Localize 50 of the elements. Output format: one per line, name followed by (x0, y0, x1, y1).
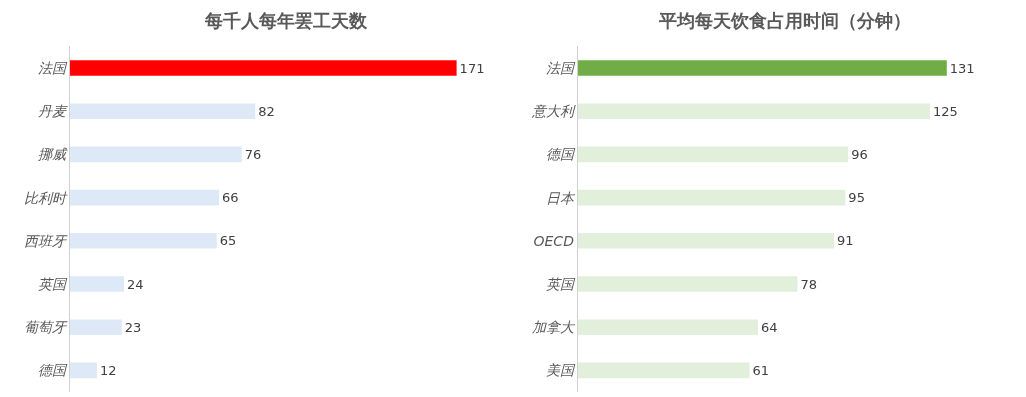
data-label: 65 (219, 233, 237, 249)
data-label: 76 (244, 146, 262, 162)
bar (577, 189, 846, 206)
data-label: 12 (99, 362, 117, 378)
y-tick-label: 德国 (545, 146, 576, 163)
y-tick-label: 比利时 (23, 189, 68, 206)
data-label: 95 (848, 190, 865, 206)
bar (577, 146, 849, 163)
bar (69, 189, 220, 206)
y-tick-label: OECD (533, 232, 575, 249)
data-label: 78 (800, 276, 818, 292)
bar (577, 60, 947, 76)
y-tick-label: 意大利 (530, 103, 576, 120)
data-label: 66 (222, 190, 239, 206)
bar (69, 146, 242, 163)
y-tick-label: 美国 (545, 362, 576, 379)
data-label: 96 (851, 146, 868, 162)
data-label: 125 (932, 103, 958, 119)
y-tick-label: 法国 (37, 59, 68, 76)
bar (69, 60, 457, 76)
bar (577, 233, 835, 249)
bar (577, 276, 798, 292)
data-label: 24 (127, 276, 144, 292)
data-label: 64 (761, 319, 778, 335)
bar (577, 362, 750, 379)
y-tick-label: 德国 (37, 362, 68, 379)
y-tick-label: 英国 (545, 275, 576, 292)
data-label: 23 (124, 319, 142, 335)
data-label: 82 (258, 103, 275, 119)
y-tick-label: 葡萄牙 (23, 319, 68, 336)
data-label: 131 (949, 60, 975, 76)
y-tick-label: 西班牙 (23, 232, 68, 249)
chart-title: 平均每天饮食占用时间（分钟） (658, 10, 911, 31)
data-label: 91 (837, 233, 854, 249)
bar (69, 362, 97, 379)
bar (69, 233, 217, 249)
y-tick-label: 英国 (37, 275, 68, 292)
y-tick-label: 加拿大 (531, 319, 576, 336)
bar (69, 319, 122, 335)
y-tick-label: 挪威 (37, 146, 68, 163)
bar (577, 103, 930, 119)
y-tick-label: 丹麦 (37, 103, 68, 120)
chart-title: 每千人每年罢工天数 (204, 10, 368, 31)
data-label: 171 (459, 60, 485, 76)
y-tick-label: 法国 (545, 59, 576, 76)
bar (69, 276, 125, 292)
bar (69, 103, 256, 119)
data-label: 61 (752, 362, 770, 378)
y-tick-label: 日本 (545, 189, 576, 206)
bar (577, 319, 759, 335)
